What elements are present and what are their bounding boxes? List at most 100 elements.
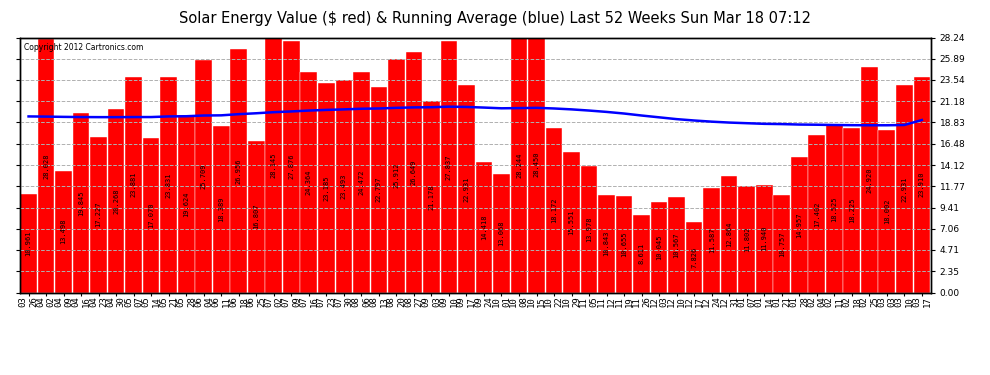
Text: 14.957: 14.957 xyxy=(796,212,802,238)
Bar xyxy=(178,115,194,292)
Bar xyxy=(529,36,545,292)
Bar xyxy=(581,166,597,292)
Bar xyxy=(650,202,667,292)
Text: 24.920: 24.920 xyxy=(866,167,872,193)
Bar xyxy=(38,39,54,292)
Text: 14.418: 14.418 xyxy=(481,214,487,240)
Text: 10.045: 10.045 xyxy=(656,234,662,260)
Text: 24.472: 24.472 xyxy=(358,169,364,195)
Text: 25.709: 25.709 xyxy=(201,164,207,189)
Text: 28.028: 28.028 xyxy=(44,153,50,179)
Text: 18.002: 18.002 xyxy=(884,198,890,224)
Bar xyxy=(668,197,685,292)
Text: 28.244: 28.244 xyxy=(516,152,522,178)
Bar xyxy=(160,77,177,292)
Text: 10.843: 10.843 xyxy=(604,231,610,256)
Bar xyxy=(318,83,335,292)
Text: 20.268: 20.268 xyxy=(113,188,119,214)
Text: 24.364: 24.364 xyxy=(306,170,312,195)
Bar xyxy=(441,41,457,292)
Text: 13.068: 13.068 xyxy=(499,221,505,246)
Bar xyxy=(388,58,405,292)
Text: 15.551: 15.551 xyxy=(568,210,574,235)
Bar xyxy=(353,72,369,292)
Bar xyxy=(108,110,125,292)
Bar xyxy=(878,130,895,292)
Text: 28.145: 28.145 xyxy=(271,153,277,178)
Text: 12.864: 12.864 xyxy=(727,222,733,247)
Text: 7.826: 7.826 xyxy=(691,246,697,268)
Text: 18.389: 18.389 xyxy=(218,197,224,222)
Text: 13.498: 13.498 xyxy=(60,219,66,244)
Text: 18.525: 18.525 xyxy=(832,196,838,222)
Text: 18.225: 18.225 xyxy=(848,198,854,223)
Text: 10.757: 10.757 xyxy=(779,231,785,256)
Text: 10.655: 10.655 xyxy=(621,232,627,257)
Bar xyxy=(634,215,649,292)
Bar xyxy=(143,138,159,292)
Text: 17.070: 17.070 xyxy=(148,202,154,228)
Bar xyxy=(231,49,248,292)
Text: 22.797: 22.797 xyxy=(376,177,382,203)
Text: 21.178: 21.178 xyxy=(429,184,435,210)
Bar xyxy=(545,128,562,292)
Bar xyxy=(195,60,212,292)
Bar xyxy=(896,86,913,292)
Bar xyxy=(616,196,633,292)
Bar xyxy=(55,171,72,292)
Text: 26.649: 26.649 xyxy=(411,159,417,185)
Bar xyxy=(773,195,790,292)
Bar xyxy=(406,52,422,292)
Text: 13.978: 13.978 xyxy=(586,217,592,242)
Text: 23.881: 23.881 xyxy=(131,172,137,197)
Text: 27.876: 27.876 xyxy=(288,154,294,179)
Text: 11.940: 11.940 xyxy=(761,226,767,251)
Bar xyxy=(475,162,492,292)
Text: 8.611: 8.611 xyxy=(639,243,644,264)
Bar xyxy=(126,77,142,292)
Text: 23.185: 23.185 xyxy=(324,175,330,201)
Bar xyxy=(90,137,107,292)
Text: Copyright 2012 Cartronics.com: Copyright 2012 Cartronics.com xyxy=(25,43,144,52)
Text: 25.912: 25.912 xyxy=(393,163,399,188)
Bar xyxy=(20,194,37,292)
Text: 10.961: 10.961 xyxy=(26,230,32,256)
Bar xyxy=(458,86,475,292)
Bar xyxy=(563,152,580,292)
Bar xyxy=(861,68,877,292)
Bar xyxy=(756,184,772,292)
Text: 10.567: 10.567 xyxy=(673,232,679,258)
Text: 11.802: 11.802 xyxy=(743,226,749,252)
Bar xyxy=(598,195,615,292)
Bar xyxy=(73,113,89,292)
Text: 27.837: 27.837 xyxy=(446,154,451,180)
Text: 22.931: 22.931 xyxy=(901,176,907,202)
Bar xyxy=(301,72,317,292)
Bar xyxy=(511,38,528,292)
Bar xyxy=(809,135,825,292)
Bar xyxy=(336,80,352,292)
Bar xyxy=(370,87,387,292)
Bar xyxy=(423,101,440,292)
Bar xyxy=(283,41,300,292)
Text: 23.910: 23.910 xyxy=(919,172,925,197)
Bar xyxy=(914,76,931,292)
Bar xyxy=(791,158,808,292)
Bar xyxy=(703,188,720,292)
Bar xyxy=(248,141,264,292)
Text: 22.931: 22.931 xyxy=(463,176,469,202)
Text: 17.402: 17.402 xyxy=(814,201,820,226)
Text: Solar Energy Value ($ red) & Running Average (blue) Last 52 Weeks Sun Mar 18 07:: Solar Energy Value ($ red) & Running Ave… xyxy=(179,11,811,26)
Bar xyxy=(686,222,703,292)
Text: 23.493: 23.493 xyxy=(341,174,346,199)
Bar xyxy=(843,128,860,292)
Bar xyxy=(213,126,230,292)
Text: 23.831: 23.831 xyxy=(165,172,171,198)
Text: 18.172: 18.172 xyxy=(551,198,557,223)
Bar xyxy=(493,174,510,292)
Bar xyxy=(739,186,755,292)
Text: 28.450: 28.450 xyxy=(534,151,540,177)
Text: 16.807: 16.807 xyxy=(253,204,259,230)
Text: 11.587: 11.587 xyxy=(709,227,715,253)
Bar xyxy=(721,176,738,292)
